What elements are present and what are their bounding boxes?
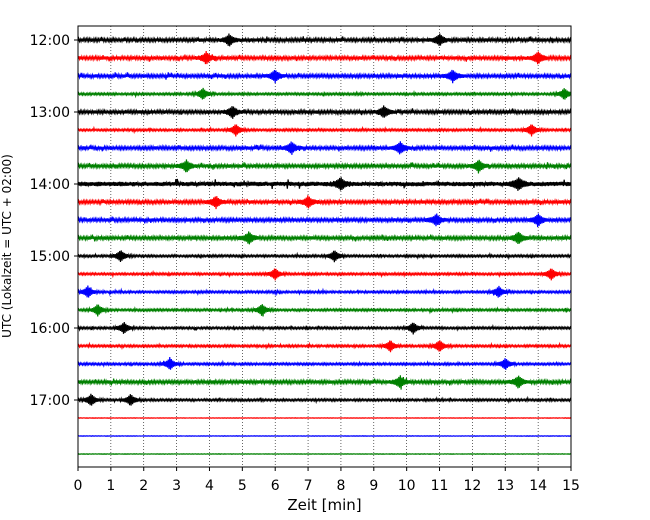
trace-1230: [77, 69, 572, 84]
x-tick-label-15: 15: [562, 478, 580, 494]
x-tick-label-13: 13: [496, 478, 514, 494]
trace-1615: [77, 340, 572, 353]
trace-1315: [77, 124, 572, 137]
x-tick-label-1: 1: [106, 478, 115, 494]
trace-1515: [77, 268, 572, 281]
trace-1700: [77, 393, 572, 406]
x-tick-label-12: 12: [463, 478, 481, 494]
trace-1745: [77, 453, 572, 455]
trace-1430: [77, 213, 572, 227]
trace-1415: [77, 195, 572, 210]
y-tick-label-0: 12:00: [30, 33, 70, 49]
seismic-traces: [77, 33, 572, 455]
trace-1300: [77, 105, 572, 119]
trace-1445: [77, 231, 572, 245]
y-axis-ticks: 12:00 13:00 14:00 15:00 16:00 17:00: [30, 33, 78, 409]
x-tick-label-7: 7: [304, 478, 313, 494]
trace-1215: [77, 51, 572, 65]
trace-1730: [77, 435, 572, 437]
trace-1545: [77, 304, 572, 317]
trace-1600: [77, 321, 572, 335]
x-tick-label-9: 9: [369, 478, 378, 494]
y-tick-label-4: 16:00: [30, 321, 70, 337]
x-tick-label-6: 6: [271, 478, 280, 494]
x-tick-label-3: 3: [172, 478, 181, 494]
trace-1330: [77, 141, 572, 155]
trace-1200: [77, 33, 572, 47]
trace-1645: [77, 375, 572, 390]
y-tick-label-1: 13:00: [30, 105, 70, 121]
x-tick-label-2: 2: [139, 478, 148, 494]
trace-1715: [77, 417, 572, 419]
x-tick-label-14: 14: [529, 478, 547, 494]
x-tick-label-5: 5: [238, 478, 247, 494]
y-tick-label-2: 14:00: [30, 177, 70, 193]
trace-1630: [77, 356, 572, 370]
x-tick-label-10: 10: [398, 478, 416, 494]
x-tick-label-0: 0: [74, 478, 83, 494]
trace-1530: [77, 285, 572, 298]
y-axis-label: UTC (Lokalzeit = UTC + 02:00): [0, 154, 14, 338]
trace-1245: [77, 87, 572, 100]
x-tick-label-11: 11: [431, 478, 449, 494]
trace-1500: [77, 250, 572, 263]
trace-1345: [77, 159, 572, 174]
x-axis-label: Zeit [min]: [287, 496, 361, 514]
x-tick-label-8: 8: [336, 478, 345, 494]
x-tick-label-4: 4: [205, 478, 214, 494]
x-axis-ticks: 0 1 2 3 4 5 6 7 8 9 10 11 12 13 14 15: [74, 467, 580, 494]
y-tick-label-5: 17:00: [30, 393, 70, 409]
trace-1400: [77, 177, 572, 191]
plot-frame: [77, 25, 572, 468]
y-tick-label-3: 15:00: [30, 249, 70, 265]
